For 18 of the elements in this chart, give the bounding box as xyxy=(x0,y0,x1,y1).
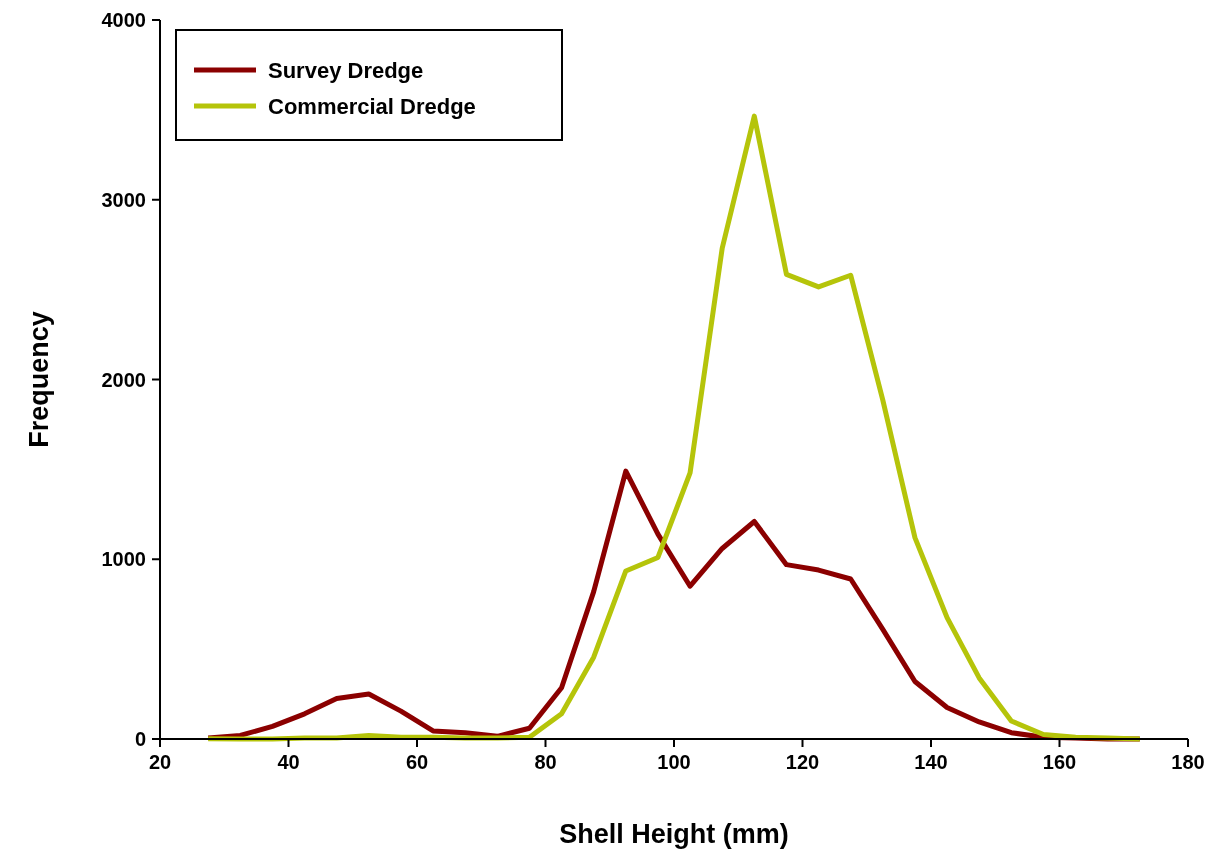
x-tick-label: 100 xyxy=(657,751,691,773)
legend-label: Survey Dredge xyxy=(268,58,424,83)
x-tick-label: 180 xyxy=(1171,751,1205,773)
x-tick-label: 160 xyxy=(1042,751,1077,773)
x-tick-label: 60 xyxy=(405,751,429,773)
y-tick-label: 1000 xyxy=(101,548,146,571)
x-tick-label: 120 xyxy=(785,751,820,773)
y-tick-label: 4000 xyxy=(101,9,146,31)
y-tick-label: 2000 xyxy=(101,368,146,391)
x-axis-title: Shell Height (mm) xyxy=(559,819,789,849)
legend-label: Commercial Dredge xyxy=(268,94,476,119)
y-tick-label: 0 xyxy=(134,728,146,750)
y-axis-title: Frequency xyxy=(24,311,54,448)
x-tick-label: 20 xyxy=(148,751,172,773)
x-tick-label: 140 xyxy=(914,751,948,773)
y-tick-label: 3000 xyxy=(101,188,146,211)
x-tick-label: 40 xyxy=(277,751,300,773)
x-tick-label: 80 xyxy=(534,751,557,773)
